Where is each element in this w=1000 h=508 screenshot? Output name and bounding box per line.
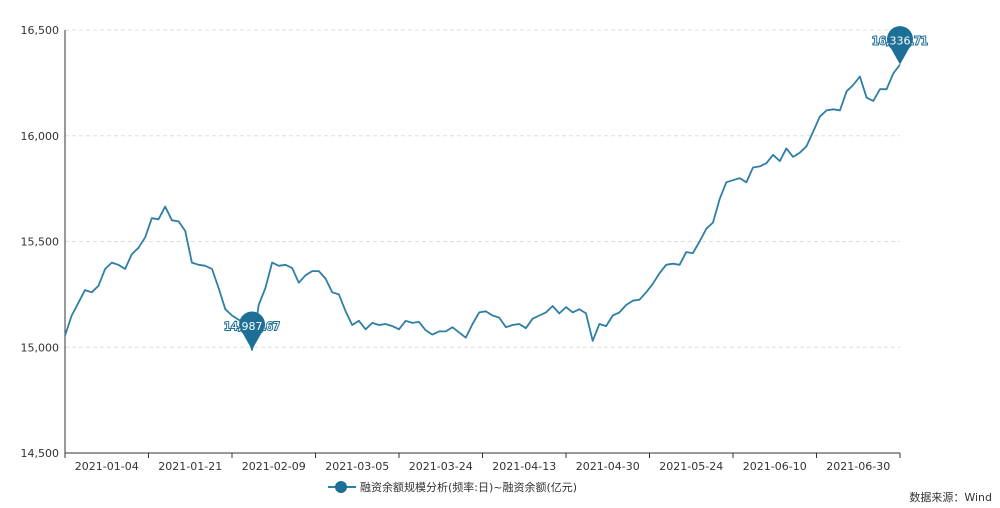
- max-pin-marker: 16,336.71: [871, 26, 929, 65]
- y-tick-label: 15,000: [21, 341, 60, 354]
- y-tick-label: 15,500: [21, 236, 60, 249]
- pin-shape: [887, 26, 913, 65]
- x-tick-label: 2021-02-09: [242, 460, 306, 470]
- x-tick-label: 2021-04-30: [576, 460, 640, 470]
- pin-shape: [239, 311, 266, 350]
- legend[interactable]: 融资余额规模分析(频率:日)~融资余额(亿元): [328, 478, 577, 496]
- legend-swatch: [328, 481, 356, 493]
- x-tick-label: 2021-03-24: [409, 460, 473, 470]
- gridlines: [65, 29, 900, 348]
- y-tick-label: 14,500: [21, 447, 60, 460]
- legend-label: 融资余额规模分析(频率:日)~融资余额(亿元): [360, 481, 578, 494]
- pin-label: 16,336.71: [872, 35, 928, 48]
- x-tick-label: 2021-01-21: [158, 460, 222, 470]
- x-tick-label: 2021-06-30: [826, 460, 890, 470]
- x-axis: 2021-01-04 2021-01-21 2021-02-09 2021-03-05…: [64, 452, 901, 470]
- y-axis: 14,500 15,000 15,500 16,000 16,500: [21, 24, 66, 460]
- x-tick-label: 2021-03-05: [325, 460, 389, 470]
- x-tick-label: 2021-01-04: [75, 460, 139, 470]
- series-line: [64, 63, 901, 351]
- x-tick-label: 2021-04-13: [492, 460, 556, 470]
- line-chart: 14,500 15,000 15,500 16,000 16,500 2021-01-0…: [21, 24, 929, 470]
- x-tick-label: 2021-06-10: [743, 460, 807, 470]
- y-tick-label: 16,500: [21, 24, 60, 37]
- pin-label: 14,987.67: [224, 320, 280, 333]
- x-tick-label: 2021-05-24: [659, 460, 723, 470]
- series-line-group: [64, 63, 901, 351]
- min-pin-marker: 14,987.67: [223, 311, 281, 350]
- y-tick-label: 16,000: [21, 130, 60, 143]
- data-source: 数据来源：Wind: [909, 491, 992, 504]
- markers: 14,987.67 16,336.71: [223, 26, 929, 350]
